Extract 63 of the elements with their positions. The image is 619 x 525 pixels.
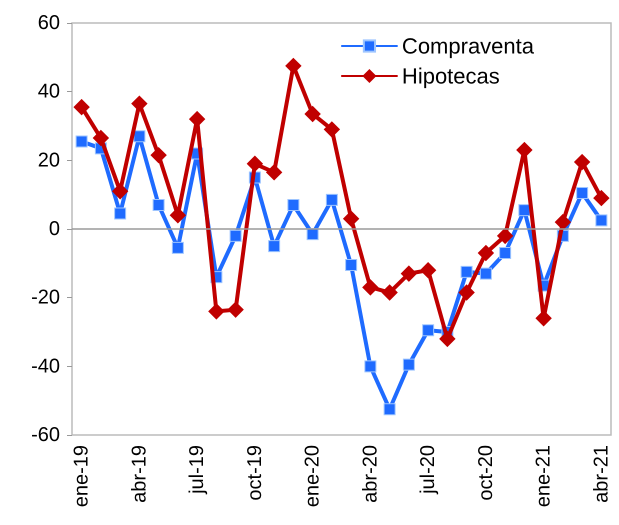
x-tick-label: jul-20 — [417, 445, 440, 495]
legend-label: Compraventa — [402, 34, 535, 58]
legend-label: Hipotecas — [402, 64, 500, 88]
point — [172, 242, 184, 254]
x-tick-label: abr-19 — [128, 445, 150, 503]
x-tick-label: oct-19 — [244, 445, 266, 501]
point — [114, 208, 126, 220]
point — [266, 164, 282, 180]
point — [230, 230, 242, 242]
point — [480, 268, 492, 280]
y-tick-label: -20 — [31, 286, 60, 309]
point — [384, 403, 396, 416]
point — [345, 259, 358, 272]
point — [458, 284, 475, 301]
x-tick-label: jul-19 — [186, 445, 208, 495]
x-tick-label: ene-19 — [70, 445, 93, 508]
point — [422, 324, 434, 336]
point — [304, 106, 321, 122]
point — [499, 247, 512, 260]
point — [74, 99, 90, 116]
point — [133, 130, 146, 142]
point — [364, 360, 376, 372]
point — [112, 183, 128, 200]
point — [268, 240, 280, 252]
point — [131, 96, 148, 112]
point — [150, 147, 167, 164]
point — [92, 130, 109, 146]
point — [326, 194, 338, 206]
point — [420, 262, 436, 278]
x-tick-label: oct-20 — [474, 445, 497, 501]
point — [439, 330, 456, 347]
x-tick-label: abr-20 — [359, 445, 382, 503]
point — [343, 210, 360, 227]
point — [76, 135, 88, 148]
y-tick-label: -60 — [31, 424, 60, 446]
point — [228, 302, 244, 318]
point — [554, 214, 571, 230]
point — [518, 204, 530, 216]
y-tick-label: 60 — [38, 12, 60, 34]
point — [324, 121, 340, 138]
point — [478, 245, 494, 262]
point — [208, 303, 224, 320]
point — [576, 186, 588, 199]
point — [362, 279, 378, 296]
point — [382, 284, 398, 301]
point — [595, 214, 608, 226]
y-tick-label: 40 — [38, 80, 60, 103]
x-tick-label: ene-21 — [532, 445, 555, 508]
point — [574, 154, 590, 170]
point — [246, 156, 263, 172]
y-tick-label: -40 — [31, 355, 60, 378]
point — [593, 190, 610, 206]
point — [285, 58, 302, 74]
y-tick-label: 20 — [38, 149, 60, 172]
x-tick-label: abr-21 — [590, 445, 612, 503]
point — [460, 266, 473, 278]
point — [400, 266, 417, 282]
x-tick-label: ene-20 — [302, 445, 324, 508]
point — [287, 198, 300, 211]
y-tick-label: 0 — [48, 218, 60, 240]
point — [497, 228, 514, 244]
point — [402, 358, 415, 371]
point — [152, 198, 165, 211]
